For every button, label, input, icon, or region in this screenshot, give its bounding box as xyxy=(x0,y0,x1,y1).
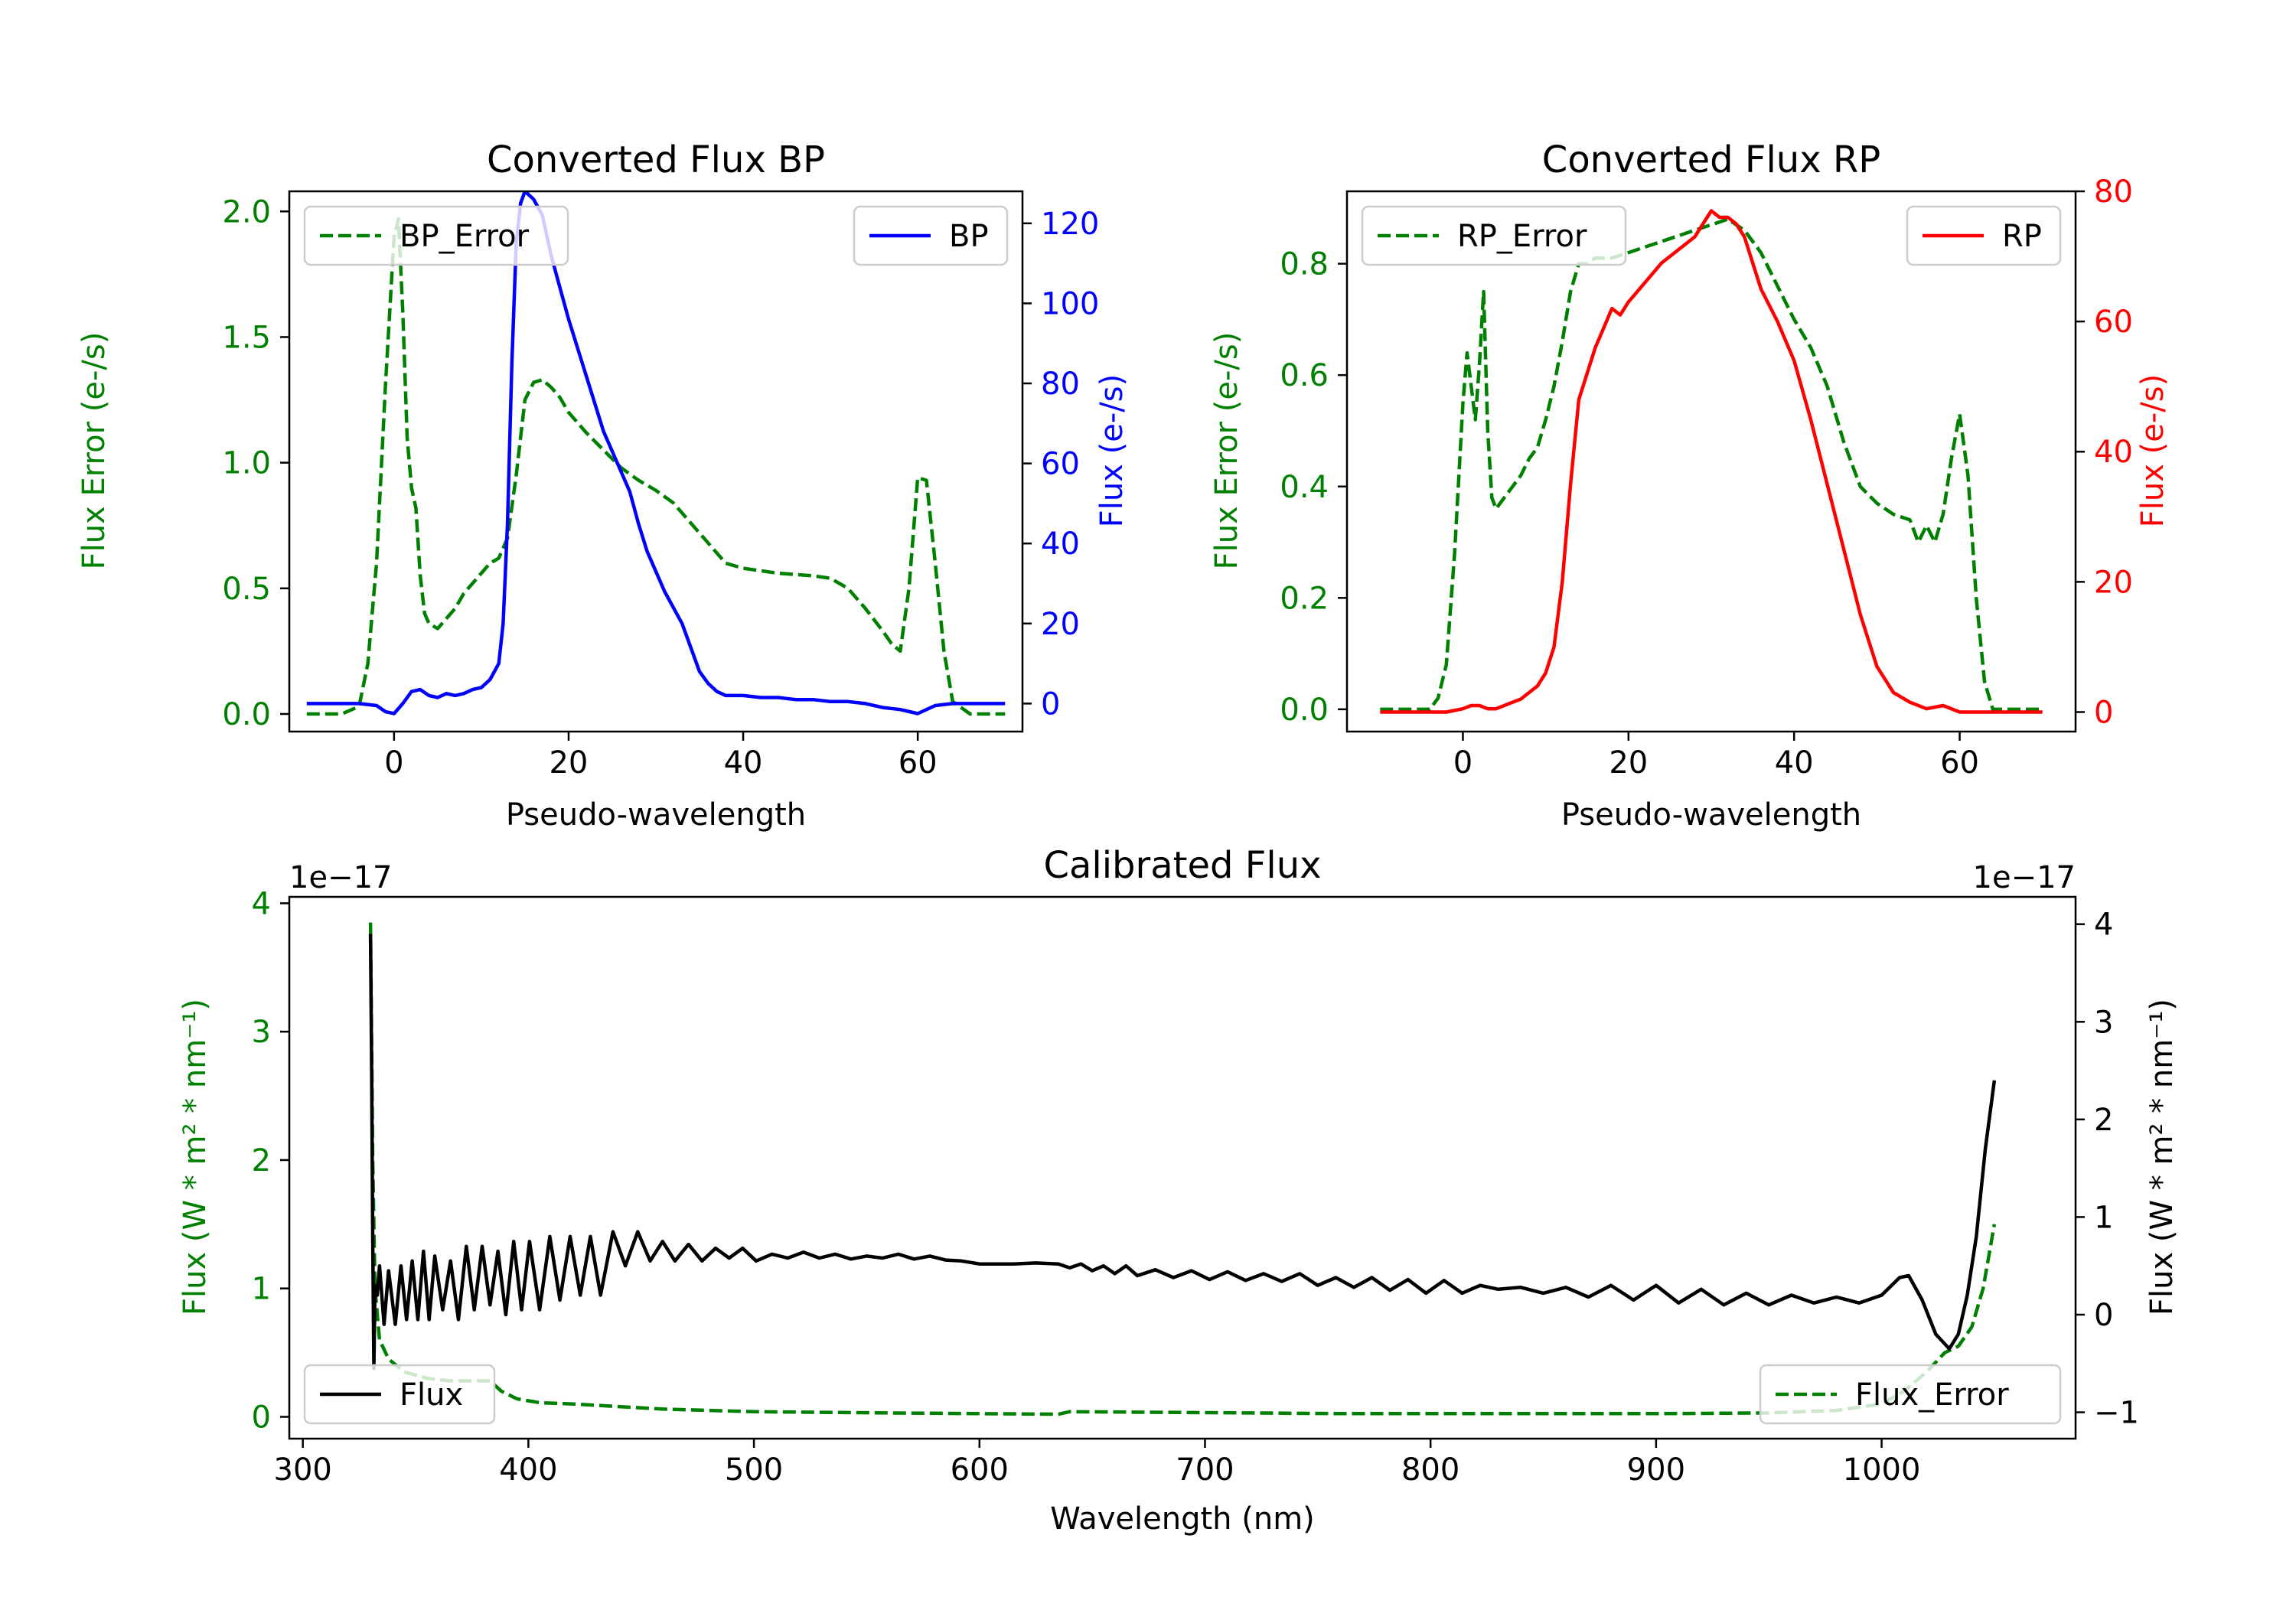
x-tick-label: 600 xyxy=(951,1452,1009,1488)
legend-bp: BP xyxy=(853,205,1009,266)
y-left-tick-label: 1 xyxy=(252,1272,271,1307)
y-right-axis-label: Flux (e-/s) xyxy=(2135,374,2170,527)
y-left-tick-label: 0.2 xyxy=(1280,581,1329,616)
x-axis-label: Pseudo-wavelength xyxy=(1561,797,1861,833)
y-right-axis-label: Flux (W * m² * nm⁻¹) xyxy=(2144,999,2180,1315)
y-right-axis-label: Flux (e-/s) xyxy=(1094,374,1130,527)
x-tick-label: 900 xyxy=(1627,1452,1685,1488)
legend-box xyxy=(1361,205,1627,266)
axes-frame xyxy=(288,190,1024,733)
y-left-tick-label: 0 xyxy=(252,1400,271,1435)
y-left-tick-label: 2.0 xyxy=(222,194,271,230)
legend-label: BP xyxy=(949,219,989,254)
y-right-tick-label: 0 xyxy=(1041,686,1060,722)
y-right-tick-label: 40 xyxy=(2094,435,2133,470)
legend-label: RP_Error xyxy=(1457,219,1587,254)
x-tick-label: 60 xyxy=(1940,745,1979,781)
series-bp-line xyxy=(306,191,1006,715)
y-left-tick-label: 0.0 xyxy=(1280,693,1329,728)
y-right-tick-label: 120 xyxy=(1041,207,1099,242)
legend-bp-error: BP_Error xyxy=(303,205,569,266)
y-right-tick-label: 20 xyxy=(2094,565,2133,600)
y-left-axis-label: Flux (W * m² * nm⁻¹) xyxy=(178,999,213,1315)
y-right-offset-label: 1e−17 xyxy=(1973,860,2076,895)
legend-box xyxy=(303,1364,496,1425)
y-left-axis-label: Flux Error (e-/s) xyxy=(77,332,112,570)
y-left-tick-label: 2 xyxy=(252,1143,271,1178)
legend-label: RP xyxy=(2002,219,2042,254)
chart-title: Converted Flux BP xyxy=(487,139,825,181)
y-right-tick-label: 0 xyxy=(2094,1298,2113,1333)
chart-bp: 0 20 40 60 0.0 0.5 1.0 1.5 2.0 0 20 40 60 80 100 120 Con… xyxy=(77,139,1130,833)
x-tick-label: 60 xyxy=(899,745,938,781)
y-left-tick-label: 0.6 xyxy=(1280,358,1329,393)
y-right-tick-label: 60 xyxy=(1041,447,1080,482)
x-axis-label: Wavelength (nm) xyxy=(1050,1501,1315,1537)
y-right-tick-label: 2 xyxy=(2094,1103,2113,1138)
series-rp-error-line xyxy=(1380,217,2043,712)
y-left-tick-label: 0.5 xyxy=(222,572,271,607)
x-tick-label: 0 xyxy=(384,745,403,781)
y-right-tick-label: 1 xyxy=(2094,1200,2113,1235)
axes-frame xyxy=(288,895,2077,1440)
y-left-tick-label: 0.0 xyxy=(222,697,271,732)
y-left-tick-label: 1.5 xyxy=(222,320,271,355)
x-tick-label: 700 xyxy=(1176,1452,1234,1488)
y-right-tick-label: 80 xyxy=(1041,367,1080,402)
chart-calibrated: 300 400 500 600 700 800 900 1000 0 1 2 3 4 −1 0 1 2 3 4 Cal… xyxy=(178,844,2180,1537)
x-tick-label: 20 xyxy=(549,745,588,781)
series-bp-error-line xyxy=(306,217,1006,716)
y-right-tick-label: 40 xyxy=(1041,526,1080,562)
y-right-tick-label: 100 xyxy=(1041,286,1099,321)
y-left-tick-label: 1.0 xyxy=(222,446,271,481)
legend-rp-error: RP_Error xyxy=(1361,205,1627,266)
x-tick-label: 20 xyxy=(1609,745,1648,781)
legend-label: Flux xyxy=(400,1377,463,1413)
series-flux-error-line xyxy=(368,922,1997,1416)
series-flux-line xyxy=(368,934,1997,1371)
y-right-tick-label: 3 xyxy=(2094,1005,2113,1040)
chart-title: Calibrated Flux xyxy=(1043,844,1321,887)
x-tick-label: 0 xyxy=(1453,745,1473,781)
y-left-offset-label: 1e−17 xyxy=(289,860,392,895)
legend-box xyxy=(1759,1364,2062,1425)
x-tick-label: 500 xyxy=(725,1452,783,1488)
y-left-tick-label: 0.8 xyxy=(1280,247,1329,282)
legend-label: Flux_Error xyxy=(1855,1377,2009,1413)
y-right-tick-label: 20 xyxy=(1041,607,1080,642)
legend-flux-error: Flux_Error xyxy=(1759,1364,2062,1425)
x-tick-label: 300 xyxy=(274,1452,332,1488)
y-left-tick-label: 0.4 xyxy=(1280,470,1329,505)
y-left-tick-label: 3 xyxy=(252,1015,271,1050)
y-left-tick-label: 4 xyxy=(252,886,271,921)
x-tick-label: 1000 xyxy=(1843,1452,1921,1488)
y-right-tick-label: 80 xyxy=(2094,174,2133,210)
legend-box xyxy=(303,205,569,266)
chart-title: Converted Flux RP xyxy=(1542,139,1880,181)
x-tick-label: 400 xyxy=(499,1452,557,1488)
y-right-tick-label: −1 xyxy=(2094,1396,2139,1431)
series-rp-line xyxy=(1380,209,2043,714)
y-left-axis-label: Flux Error (e-/s) xyxy=(1209,332,1244,570)
axes-frame xyxy=(1345,190,2077,733)
legend-rp: RP xyxy=(1906,205,2062,266)
legend-label: BP_Error xyxy=(400,219,530,254)
y-right-tick-label: 60 xyxy=(2094,305,2133,340)
x-axis-label: Pseudo-wavelength xyxy=(506,797,806,833)
x-tick-label: 40 xyxy=(1775,745,1814,781)
chart-rp: 0 20 40 60 0.0 0.2 0.4 0.6 0.8 0 20 40 60 80 Converted… xyxy=(1209,139,2170,833)
y-right-tick-label: 4 xyxy=(2094,908,2113,943)
x-tick-label: 800 xyxy=(1401,1452,1459,1488)
y-right-tick-label: 0 xyxy=(2094,695,2113,730)
x-tick-label: 40 xyxy=(724,745,763,781)
legend-flux: Flux xyxy=(303,1364,496,1425)
